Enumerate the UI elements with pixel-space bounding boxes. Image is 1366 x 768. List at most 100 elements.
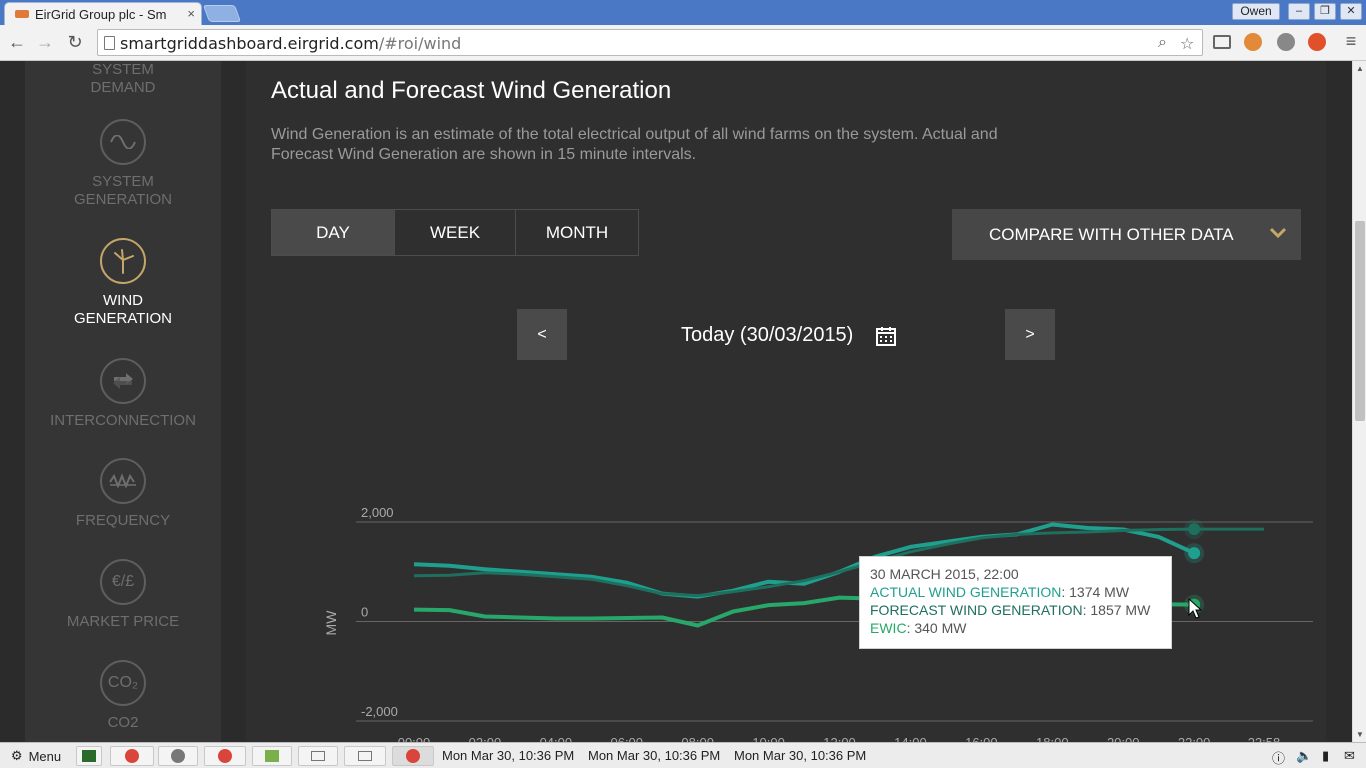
taskbar-app[interactable]	[298, 746, 338, 766]
x-tick-label: 08:00	[681, 735, 714, 742]
range-month-button[interactable]: MONTH	[515, 209, 639, 256]
sidebar-item-label: MARKET PRICE	[66, 613, 180, 630]
close-window-button[interactable]: ✕	[1340, 3, 1362, 20]
taskbar-app[interactable]	[252, 746, 292, 766]
network-icon[interactable]: ▮	[1322, 748, 1330, 763]
page-description: Wind Generation is an estimate of the to…	[271, 126, 998, 163]
sidebar-item-wind-generation[interactable]: WIND GENERATION	[25, 238, 221, 328]
start-menu-button[interactable]: ⚙ Menu	[10, 748, 62, 764]
x-tick-label: 06:00	[610, 735, 643, 742]
new-tab-button[interactable]	[202, 5, 242, 22]
chrome-icon	[406, 749, 420, 763]
maximize-button[interactable]: ❐	[1314, 3, 1336, 20]
sidebar-item-label: FREQUENCY	[75, 512, 171, 529]
taskbar-clock: Mon Mar 30, 10:36 PM	[442, 748, 575, 763]
x-tick-label: 23:58	[1248, 735, 1281, 742]
next-day-button[interactable]: >	[1005, 309, 1055, 360]
range-week-button[interactable]: WEEK	[394, 209, 516, 256]
sidebar-item-frequency[interactable]: FREQUENCY	[25, 458, 221, 530]
menu-icon[interactable]: ≡	[1345, 31, 1357, 51]
y-tick-label: -2,000	[361, 704, 398, 719]
tab-bar: EirGrid Group plc - Sm × Owen – ❐ ✕	[0, 0, 1366, 25]
scroll-down-icon[interactable]: ▼	[1356, 730, 1364, 739]
os-taskbar: ⚙ Menu Mon Mar 30, 10:36 PM Mon Mar 30, 1…	[0, 742, 1366, 768]
previous-day-button[interactable]: <	[517, 309, 567, 360]
cast-icon[interactable]	[1213, 35, 1231, 49]
x-tick-label: 10:00	[752, 735, 785, 742]
gear-icon: ⚙	[10, 748, 23, 763]
chart-tooltip: 30 MARCH 2015, 22:00 ACTUAL WIND GENERAT…	[859, 556, 1172, 649]
sidebar-item-co2[interactable]: CO₂ CO2	[25, 660, 221, 732]
tooltip-ewic-label: EWIC	[870, 620, 907, 636]
taskbar-app[interactable]	[158, 746, 198, 766]
extension-icon[interactable]	[1308, 33, 1326, 51]
reload-icon[interactable]: ↻	[67, 32, 83, 52]
profile-button[interactable]: Owen	[1232, 3, 1280, 20]
date-label: Today (30/03/2015)	[681, 324, 854, 346]
compare-dropdown[interactable]: COMPARE WITH OTHER DATA	[952, 209, 1301, 260]
taskbar-chrome[interactable]	[204, 746, 246, 766]
sidebar-item-system-demand[interactable]: SYSTEM DEMAND	[25, 61, 221, 97]
x-tick-label: 14:00	[894, 735, 927, 742]
extension-icon[interactable]	[1244, 33, 1262, 51]
browser-tab[interactable]: EirGrid Group plc - Sm ×	[4, 2, 202, 25]
window-icon	[358, 751, 372, 761]
taskbar-clock: Mon Mar 30, 10:36 PM	[734, 748, 867, 763]
forward-arrow-icon[interactable]: →	[36, 32, 54, 52]
page-scrollbar[interactable]: ▲ ▼	[1352, 61, 1366, 742]
x-tick-label: 04:00	[540, 735, 573, 742]
y-tick-label: 2,000	[361, 505, 394, 520]
volume-icon[interactable]: 🔈	[1296, 748, 1313, 763]
actual-hover-marker	[1188, 547, 1201, 560]
tooltip-actual-value: : 1374 MW	[1061, 584, 1130, 600]
tooltip-forecast-label: FORECAST WIND GENERATION	[870, 602, 1083, 618]
x-tick-label: 00:00	[398, 735, 431, 742]
terminal-icon	[82, 750, 96, 762]
frequency-wave-icon	[100, 458, 146, 504]
back-arrow-icon[interactable]: ←	[8, 32, 26, 52]
app-icon	[171, 749, 185, 763]
sidebar: SYSTEM DEMAND SYSTEM GENERATION WIND GEN…	[25, 61, 221, 742]
info-icon[interactable]: ⓘ	[1272, 751, 1286, 766]
tab-title: EirGrid Group plc - Sm	[35, 6, 167, 22]
bookmark-star-icon[interactable]: ☆	[1180, 36, 1195, 53]
extension-icon[interactable]	[1277, 33, 1295, 51]
sidebar-item-label: INTERCONNECTION	[50, 412, 196, 429]
sidebar-item-interconnection[interactable]: INTERCONNECTION	[25, 358, 221, 430]
forecast-hover-marker	[1188, 523, 1201, 536]
sidebar-item-market-price[interactable]: €/£ MARKET PRICE	[25, 559, 221, 631]
taskbar-app[interactable]	[344, 746, 386, 766]
sidebar-item-system-generation[interactable]: SYSTEM GENERATION	[25, 119, 221, 209]
taskbar-chrome[interactable]	[110, 746, 154, 766]
forecast-wind-line	[413, 527, 1264, 598]
tab-close-icon[interactable]: ×	[187, 6, 195, 21]
y-tick-label: 0	[361, 605, 368, 620]
minimize-button[interactable]: –	[1288, 3, 1310, 20]
notification-icon[interactable]: ✉	[1344, 748, 1355, 763]
calendar-icon[interactable]	[876, 326, 896, 346]
taskbar-terminal[interactable]	[76, 746, 102, 766]
tooltip-ewic-value: : 340 MW	[906, 620, 967, 636]
page-icon	[104, 36, 115, 50]
sidebar-item-label: SYSTEM DEMAND	[90, 61, 156, 96]
chrome-icon	[218, 749, 232, 763]
main-panel: Actual and Forecast Wind Generation Wind…	[246, 61, 1326, 742]
url-text: smartgriddashboard.eirgrid.com/#roi/wind	[120, 34, 462, 53]
browser-toolbar: ← → ↻ smartgriddashboard.eirgrid.com/#ro…	[0, 25, 1366, 61]
wind-turbine-icon	[100, 238, 146, 284]
zoom-icon[interactable]: ⌕	[1158, 34, 1167, 51]
x-tick-label: 12:00	[823, 735, 856, 742]
range-day-button[interactable]: DAY	[271, 209, 395, 256]
wind-generation-chart: 2,000 0 -2,000 MW 00:00 02:00 04:00 06:00 08:00 1…	[323, 505, 1313, 742]
sidebar-item-label: SYSTEM GENERATION	[73, 173, 173, 208]
scroll-up-icon[interactable]: ▲	[1356, 64, 1364, 73]
taskbar-chrome-active[interactable]	[392, 746, 434, 766]
page-title: Actual and Forecast Wind Generation	[271, 77, 672, 104]
window-icon	[311, 751, 325, 761]
mouse-cursor-icon	[1188, 597, 1203, 619]
app-icon	[265, 750, 279, 762]
taskbar-clock: Mon Mar 30, 10:36 PM	[588, 748, 721, 763]
scrollbar-thumb[interactable]	[1355, 221, 1365, 421]
currency-icon: €/£	[100, 559, 146, 605]
address-bar[interactable]: smartgriddashboard.eirgrid.com/#roi/wind…	[97, 29, 1203, 56]
